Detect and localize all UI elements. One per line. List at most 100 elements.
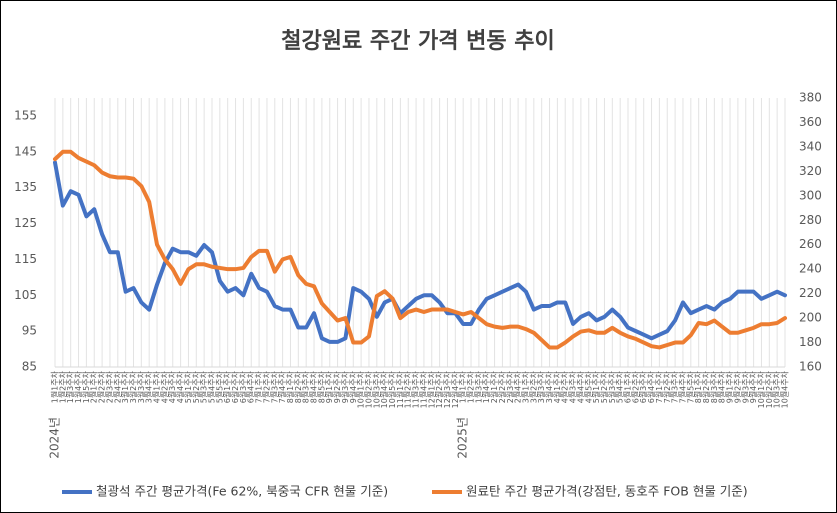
x-tick-label: 10월5주차 [387,370,397,408]
x-tick-label: 7월2주차 [662,370,672,403]
x-tick-label: 10월4주차 [379,370,389,408]
x-tick-label: 8월3주차 [709,370,719,403]
x-tick-label: 7월4주차 [677,370,687,403]
x-tick-label: 9월1주차 [324,370,334,403]
x-tick-label: 5월3주차 [607,370,617,403]
y-tick-label: 115 [14,252,37,266]
x-tick-label: 5월4주차 [615,370,625,403]
x-tick-label: 10월3주차 [371,370,381,408]
x-tick-label: 2월2주차 [497,370,507,403]
x-tick-label: 2월1주차 [89,370,99,403]
x-tick-label: 5월5주차 [214,370,224,403]
x-tick-label: 5월2주차 [191,370,201,403]
x-tick-label: 1월5주차 [81,370,91,403]
x-tick-label: 8월5주차 [316,370,326,403]
x-tick-label: 2월1주차 [489,370,499,403]
y-tick-label: 105 [14,288,37,302]
x-tick-label: 10월1주차 [356,370,366,408]
x-tick-label: 3월4주차 [544,370,554,403]
x-tick-label: 6월1주차 [623,370,633,403]
x-group-label: 2025년 [456,417,470,459]
y2-tick-label: 160 [799,360,822,374]
y2-tick-label: 320 [799,164,822,178]
x-tick-label: 7월4주차 [277,370,287,403]
x-tick-label: 7월3주차 [269,370,279,403]
x-tick-label: 1월1주차 [50,370,60,403]
x-tick-label: 7월1주차 [254,370,264,403]
x-tick-label: 9월4주차 [748,370,758,403]
x-tick-label: 11월3주차 [411,370,421,408]
legend-label: 원료탄 주간 평균가격(강점탄, 동호주 FOB 현물 기준) [466,484,748,499]
y2-tick-label: 340 [799,139,822,153]
x-tick-label: 1월4주차 [73,370,83,403]
x-tick-label: 9월3주차 [740,370,750,403]
y2-tick-label: 220 [799,286,822,300]
x-tick-label: 1월3주차 [65,370,75,403]
x-tick-label: 6월2주차 [630,370,640,403]
series-line [53,149,787,350]
x-tick-label: 1월3주차 [473,370,483,403]
x-group-label: 2024년 [48,417,62,459]
x-tick-label: 4월4주차 [575,370,585,403]
x-tick-label: 10월2주차 [764,370,774,408]
x-tick-label: 5월2주차 [599,370,609,403]
y-tick-label: 95 [22,324,37,338]
x-tick-label: 1월2주차 [466,370,476,403]
x-tick-label: 10월4주차 [780,370,790,408]
x-tick-label: 7월5주차 [685,370,695,403]
x-tick-label: 6월4주차 [646,370,656,403]
x-tick-label: 10월3주차 [772,370,782,408]
x-tick-label: 8월2주차 [293,370,303,403]
x-tick-label: 6월4주차 [246,370,256,403]
x-tick-label: 2월4주차 [513,370,523,403]
x-tick-label: 4월2주차 [560,370,570,403]
x-tick-label: 6월1주차 [222,370,232,403]
x-tick-label: 12월3주차 [442,370,452,408]
x-tick-label: 12월1주차 [426,370,436,408]
x-tick-label: 4월1주차 [552,370,562,403]
y2-tick-label: 200 [799,311,822,325]
x-tick-label: 1월2주차 [57,370,67,403]
y-tick-label: 145 [14,144,37,158]
y2-tick-label: 180 [799,335,822,349]
x-tick-label: 6월3주차 [238,370,248,403]
x-tick-label: 8월2주차 [701,370,711,403]
x-tick-label: 4월2주차 [159,370,169,403]
x-tick-label: 4월3주차 [568,370,578,403]
x-tick-label: 9월3주차 [340,370,350,403]
legend-label: 철광석 주간 평균가격(Fe 62%, 북중국 CFR 현물 기준) [96,484,388,499]
x-tick-label: 10월1주차 [756,370,766,408]
x-tick-label: 10월2주차 [363,370,373,408]
x-tick-label: 3월2주차 [528,370,538,403]
x-tick-label: 5월4주차 [206,370,216,403]
x-tick-label: 9월1주차 [725,370,735,403]
x-tick-label: 5월1주차 [183,370,193,403]
x-tick-label: 3월1주차 [520,370,530,403]
x-tick-label: 2월4주차 [112,370,122,403]
x-tick-label: 6월2주차 [230,370,240,403]
chart-title: 철강원료 주간 가격 변동 추이 [281,29,555,54]
x-tick-label: 8월4주차 [717,370,727,403]
x-tick-label: 11월2주차 [403,370,413,408]
y2-tick-label: 240 [799,262,822,276]
x-tick-label: 1월4주차 [481,370,491,403]
x-tick-label: 2월3주차 [104,370,114,403]
x-tick-label: 8월4주차 [309,370,319,403]
x-tick-label: 4월5주차 [583,370,593,403]
y-tick-label: 125 [14,216,37,230]
x-tick-label: 9월2주차 [332,370,342,403]
y2-tick-label: 260 [799,237,822,251]
x-tick-label: 7월1주차 [654,370,664,403]
x-tick-label: 12월2주차 [434,370,444,408]
x-tick-label: 8월1주차 [693,370,703,403]
x-tick-label: 2월2주차 [97,370,107,403]
x-tick-label: 7월3주차 [670,370,680,403]
x-tick-label: 3월3주차 [536,370,546,403]
y-tick-label: 155 [14,108,37,122]
x-tick-label: 4월3주차 [167,370,177,403]
x-tick-label: 2월3주차 [505,370,515,403]
x-tick-label: 9월4주차 [348,370,358,403]
series-line [53,160,787,344]
